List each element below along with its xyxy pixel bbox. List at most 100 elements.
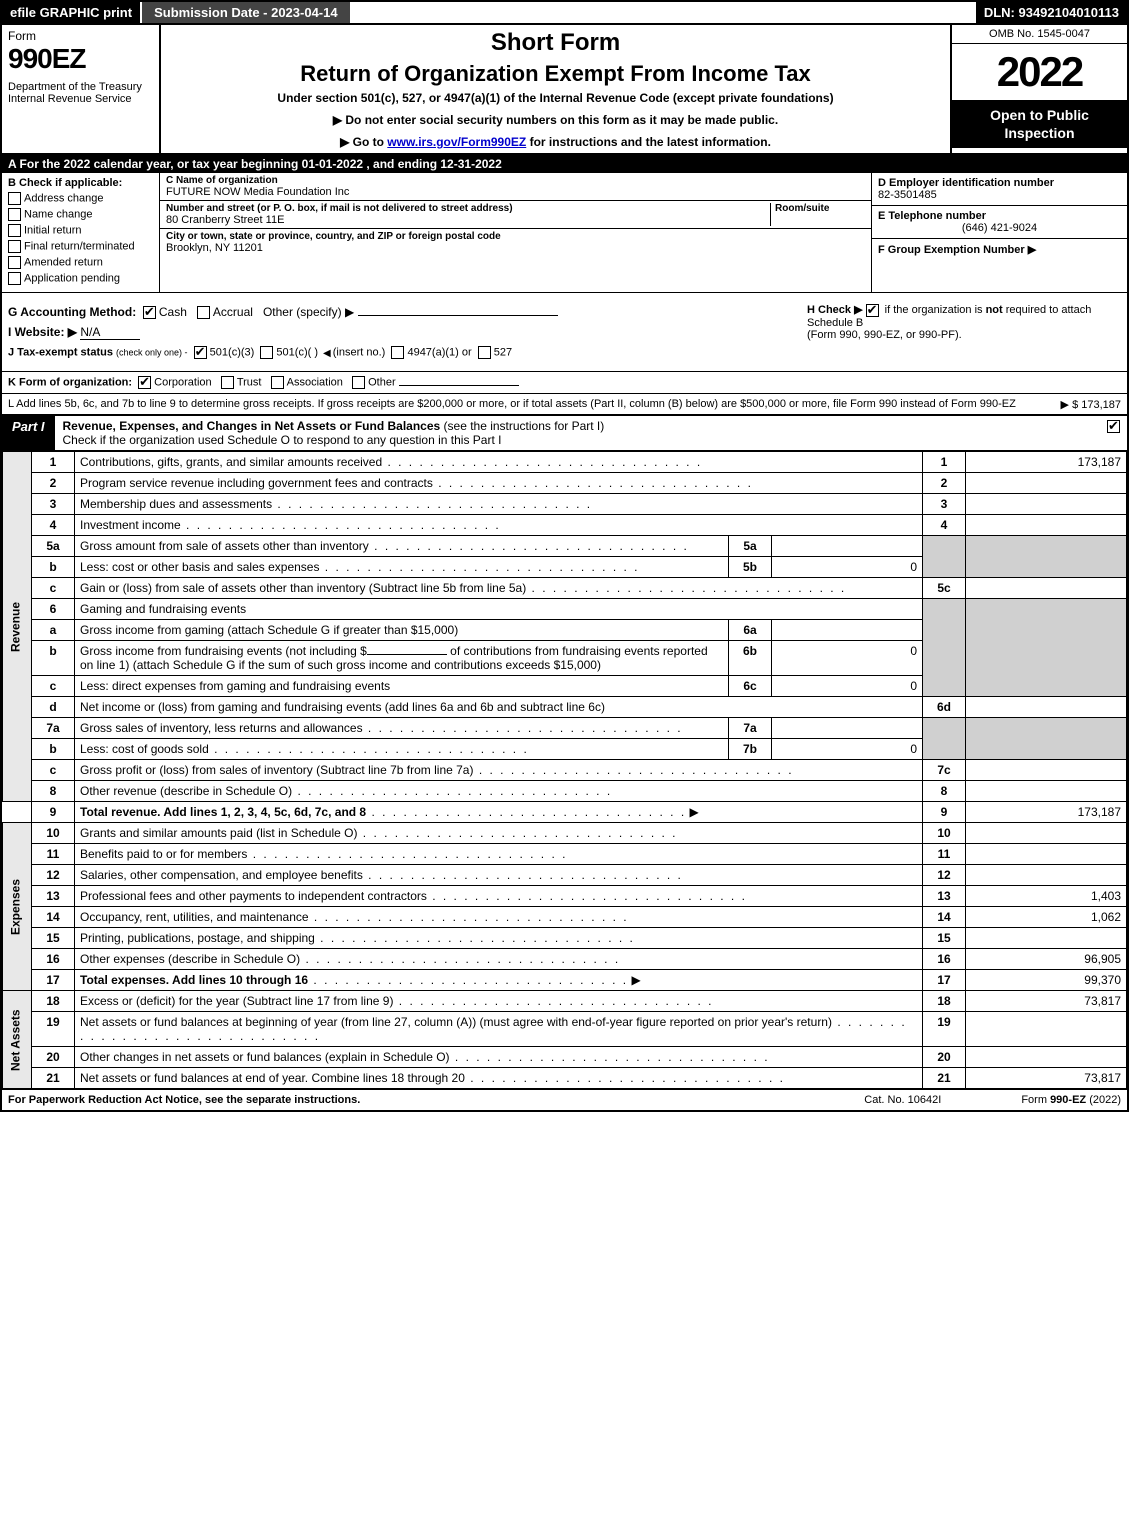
line-8-desc: Other revenue (describe in Schedule O)	[75, 781, 923, 802]
g-other-input[interactable]	[358, 315, 558, 316]
line-20-value	[966, 1047, 1127, 1068]
line-20-num: 20	[32, 1047, 75, 1068]
line-5b-subval: 0	[772, 557, 923, 578]
j-label: J Tax-exempt status	[8, 347, 113, 359]
k-other-checkbox[interactable]	[352, 376, 365, 389]
g-cash-checkbox[interactable]	[143, 306, 156, 319]
line-12-rnum: 12	[923, 865, 966, 886]
shade-cell	[923, 536, 966, 578]
k-other-input[interactable]	[399, 385, 519, 386]
line-19-value	[966, 1012, 1127, 1047]
line-7b-desc: Less: cost of goods sold	[75, 739, 729, 760]
line-6b-subval: 0	[772, 641, 923, 676]
shade-cell	[966, 536, 1127, 578]
line-21-num: 21	[32, 1068, 75, 1089]
line-12-num: 12	[32, 865, 75, 886]
j-501c-checkbox[interactable]	[260, 346, 273, 359]
g-accrual-checkbox[interactable]	[197, 306, 210, 319]
line-3-value	[966, 494, 1127, 515]
line-6c-sublbl: 6c	[729, 676, 772, 697]
j-sub: (check only one) -	[116, 348, 188, 358]
shade-cell	[966, 599, 1127, 697]
line-4-desc: Investment income	[75, 515, 923, 536]
line-19-desc: Net assets or fund balances at beginning…	[75, 1012, 923, 1047]
line-7a-desc: Gross sales of inventory, less returns a…	[75, 718, 729, 739]
line-21-value: 73,817	[966, 1068, 1127, 1089]
page-footer: For Paperwork Reduction Act Notice, see …	[2, 1089, 1127, 1110]
part1-table: Revenue 1 Contributions, gifts, grants, …	[2, 451, 1127, 1089]
line-5a-num: 5a	[32, 536, 75, 557]
line-6d-num: d	[32, 697, 75, 718]
k-corp-checkbox[interactable]	[138, 376, 151, 389]
line-5a-desc: Gross amount from sale of assets other t…	[75, 536, 729, 557]
d-label: D Employer identification number	[878, 177, 1121, 189]
b-opt-pending[interactable]: Application pending	[8, 272, 153, 285]
line-6-desc: Gaming and fundraising events	[75, 599, 923, 620]
b-opt-name-change[interactable]: Name change	[8, 208, 153, 221]
instructions-link-row: ▶ Go to www.irs.gov/Form990EZ for instru…	[169, 135, 942, 149]
schedule-o-checkbox[interactable]	[1107, 420, 1120, 433]
irs-link[interactable]: www.irs.gov/Form990EZ	[387, 135, 526, 149]
main-title: Return of Organization Exempt From Incom…	[169, 61, 942, 87]
line-5c-value	[966, 578, 1127, 599]
line-6d-desc: Net income or (loss) from gaming and fun…	[75, 697, 923, 718]
line-18-rnum: 18	[923, 991, 966, 1012]
line-13-num: 13	[32, 886, 75, 907]
line-3-num: 3	[32, 494, 75, 515]
b-opt-amended[interactable]: Amended return	[8, 256, 153, 269]
k-trust-checkbox[interactable]	[221, 376, 234, 389]
line-14-rnum: 14	[923, 907, 966, 928]
j-501c3-checkbox[interactable]	[194, 346, 207, 359]
line-16-value: 96,905	[966, 949, 1127, 970]
line-8-rnum: 8	[923, 781, 966, 802]
line-14-num: 14	[32, 907, 75, 928]
line-2-rnum: 2	[923, 473, 966, 494]
j-insert-label: (insert no.)	[333, 347, 386, 359]
line-6-num: 6	[32, 599, 75, 620]
line-13-rnum: 13	[923, 886, 966, 907]
section-c: C Name of organization FUTURE NOW Media …	[160, 173, 872, 292]
line-8-num: 8	[32, 781, 75, 802]
line-7c-num: c	[32, 760, 75, 781]
line-6b-desc: Gross income from fundraising events (no…	[75, 641, 729, 676]
line-5a-subval	[772, 536, 923, 557]
efile-label[interactable]: efile GRAPHIC print	[2, 2, 140, 23]
footer-form-ref: Form 990-EZ (2022)	[1021, 1094, 1121, 1106]
j-501c-label: 501(c)( )	[276, 347, 318, 359]
k-assoc-checkbox[interactable]	[271, 376, 284, 389]
b-opt-address-change[interactable]: Address change	[8, 192, 153, 205]
j-527-checkbox[interactable]	[478, 346, 491, 359]
omb-number: OMB No. 1545-0047	[952, 25, 1127, 44]
line-5c-desc: Gain or (loss) from sale of assets other…	[75, 578, 923, 599]
row-a-tax-year: A For the 2022 calendar year, or tax yea…	[2, 155, 1127, 173]
h-checkbox[interactable]	[866, 304, 879, 317]
c-city-label: City or town, state or province, country…	[166, 231, 865, 242]
row-j: J Tax-exempt status (check only one) - 5…	[8, 346, 803, 359]
section-bcdef: B Check if applicable: Address change Na…	[2, 173, 1127, 293]
b-opt-initial-return[interactable]: Initial return	[8, 224, 153, 237]
j-4947-checkbox[interactable]	[391, 346, 404, 359]
form-container: efile GRAPHIC print Submission Date - 20…	[0, 0, 1129, 1112]
line-16-num: 16	[32, 949, 75, 970]
line-15-rnum: 15	[923, 928, 966, 949]
k-other-label: Other	[368, 377, 396, 389]
b-opt-final-return[interactable]: Final return/terminated	[8, 240, 153, 253]
form-title-block: Short Form Return of Organization Exempt…	[161, 25, 950, 153]
h-not: not	[986, 304, 1003, 316]
6b-amount-input[interactable]	[367, 654, 447, 655]
website-value: N/A	[80, 325, 140, 340]
part1-tag: Part I	[2, 416, 55, 450]
line-8-value	[966, 781, 1127, 802]
form-word: Form	[8, 29, 153, 43]
k-corp-label: Corporation	[154, 377, 211, 389]
revenue-section-label: Revenue	[3, 452, 32, 802]
j-527-label: 527	[494, 347, 512, 359]
top-bar: efile GRAPHIC print Submission Date - 20…	[2, 2, 1127, 25]
line-21-desc: Net assets or fund balances at end of ye…	[75, 1068, 923, 1089]
line-15-desc: Printing, publications, postage, and shi…	[75, 928, 923, 949]
org-city: Brooklyn, NY 11201	[166, 242, 865, 254]
line-7c-rnum: 7c	[923, 760, 966, 781]
h-text3: (Form 990, 990-EZ, or 990-PF).	[807, 329, 962, 341]
line-1-value: 173,187	[966, 452, 1127, 473]
line-19-num: 19	[32, 1012, 75, 1047]
